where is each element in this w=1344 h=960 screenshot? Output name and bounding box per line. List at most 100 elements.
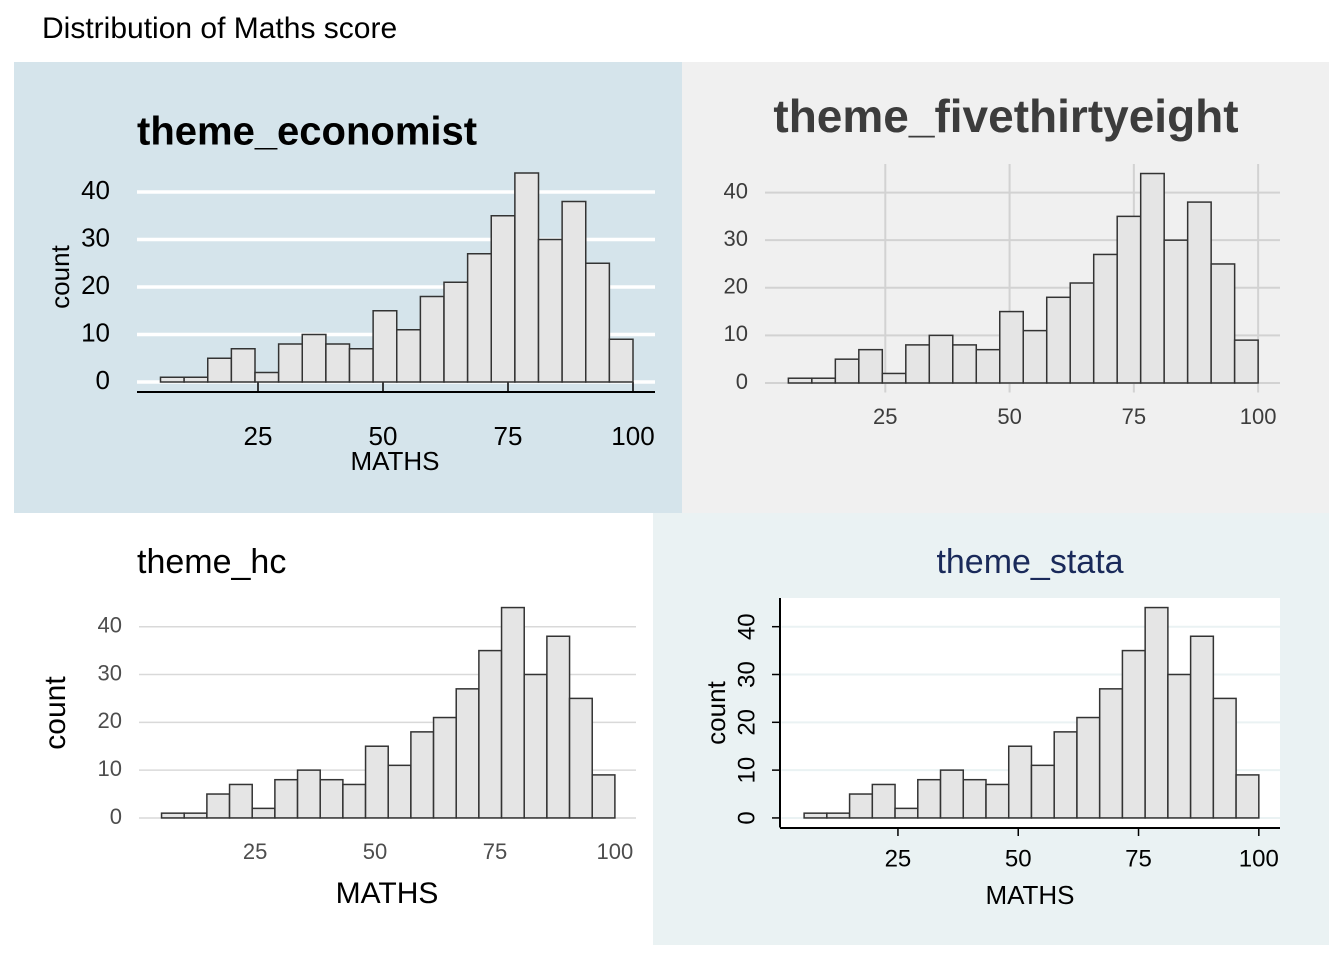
x-tick-label: 25 xyxy=(873,404,897,429)
bar xyxy=(985,783,1010,819)
y-tick-label: 0 xyxy=(736,369,748,394)
bar xyxy=(301,333,327,383)
bar xyxy=(537,238,563,383)
x-axis-label: MATHS xyxy=(985,880,1074,910)
bar xyxy=(1163,239,1189,384)
x-tick-label: 75 xyxy=(483,839,507,864)
bar xyxy=(319,778,344,819)
bar xyxy=(1235,774,1260,819)
bar xyxy=(1045,296,1071,384)
bar xyxy=(546,635,571,819)
bar xyxy=(1053,731,1078,819)
x-tick-label: 100 xyxy=(1239,845,1279,872)
bar xyxy=(296,769,321,819)
y-tick-label: 20 xyxy=(98,708,122,733)
bar xyxy=(514,172,540,383)
bar xyxy=(251,807,276,819)
bar xyxy=(1092,253,1118,384)
bar xyxy=(364,745,389,819)
bar xyxy=(1116,215,1142,384)
x-tick-label: 75 xyxy=(1122,404,1146,429)
bar xyxy=(432,716,457,819)
y-tick-label: 0 xyxy=(96,365,110,395)
bar xyxy=(905,344,931,384)
bar xyxy=(490,215,516,383)
bar xyxy=(975,348,1001,384)
bar xyxy=(206,793,231,819)
bar xyxy=(1022,329,1048,384)
y-tick-label: 10 xyxy=(98,756,122,781)
y-tick-label: 40 xyxy=(98,613,122,638)
bar xyxy=(342,783,367,819)
bar xyxy=(811,377,837,384)
y-tick-label: 40 xyxy=(733,613,760,640)
bar xyxy=(348,348,374,383)
bar xyxy=(585,262,611,383)
bar xyxy=(466,253,492,383)
bar xyxy=(254,371,280,383)
bar xyxy=(826,812,851,819)
chart-title: theme_hc xyxy=(137,543,286,581)
bar xyxy=(207,357,233,383)
bar xyxy=(523,673,548,819)
bar xyxy=(881,372,907,384)
bar xyxy=(183,376,209,383)
bar xyxy=(561,200,587,383)
bar xyxy=(410,731,435,819)
x-tick-label: 50 xyxy=(369,421,398,451)
y-tick-label: 30 xyxy=(724,226,748,251)
bar xyxy=(848,793,874,819)
y-tick-label: 10 xyxy=(733,757,760,784)
x-tick-label: 75 xyxy=(1125,845,1152,872)
bar xyxy=(928,334,954,384)
bar xyxy=(939,769,965,819)
bar xyxy=(1030,764,1055,819)
bar xyxy=(591,774,616,819)
bar xyxy=(274,778,299,819)
y-axis-label: count xyxy=(45,244,75,308)
bar xyxy=(999,310,1024,384)
y-tick-label: 40 xyxy=(724,178,748,203)
bar xyxy=(228,783,253,819)
x-tick-label: 100 xyxy=(597,839,634,864)
bar xyxy=(962,778,987,819)
bar xyxy=(858,348,884,384)
bar xyxy=(1186,201,1212,384)
bar xyxy=(478,649,503,819)
bar xyxy=(277,343,303,383)
bar xyxy=(917,778,942,819)
x-axis-label: MATHS xyxy=(336,877,439,910)
bar xyxy=(1210,263,1236,384)
bar xyxy=(1189,635,1215,819)
y-tick-label: 10 xyxy=(724,321,748,346)
bar xyxy=(455,688,480,819)
bar xyxy=(871,783,896,819)
bar xyxy=(500,606,525,819)
bar xyxy=(419,295,445,383)
y-tick-label: 20 xyxy=(724,274,748,299)
y-axis-label: count xyxy=(39,676,72,750)
y-tick-label: 20 xyxy=(81,270,110,300)
bar xyxy=(568,697,593,819)
y-tick-label: 30 xyxy=(81,222,110,252)
bar xyxy=(1076,716,1101,819)
bar xyxy=(372,310,398,383)
x-axis-label: MATHS xyxy=(350,446,439,476)
bar xyxy=(608,338,634,383)
y-tick-label: 20 xyxy=(733,709,760,736)
bar xyxy=(1121,649,1146,819)
bar xyxy=(159,376,185,383)
chart-title: theme_stata xyxy=(936,543,1123,581)
bar xyxy=(183,812,208,819)
bar xyxy=(1167,673,1192,819)
y-tick-label: 0 xyxy=(733,811,760,824)
x-tick-label: 100 xyxy=(611,421,654,451)
bar xyxy=(1069,282,1095,384)
y-tick-label: 10 xyxy=(81,317,110,347)
bar xyxy=(834,358,860,384)
y-axis-label: count xyxy=(701,680,731,744)
bar xyxy=(803,812,828,819)
x-tick-label: 50 xyxy=(363,839,387,864)
bar xyxy=(894,807,919,819)
